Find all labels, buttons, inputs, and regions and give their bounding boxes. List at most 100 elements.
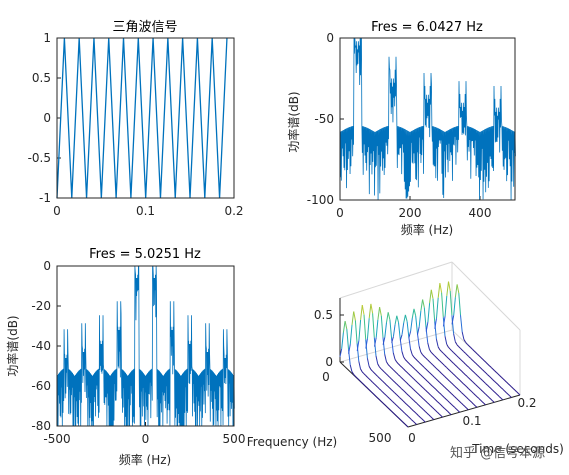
waterfall-trace-segment bbox=[411, 308, 415, 319]
waterfall-trace-segment bbox=[395, 415, 399, 418]
waterfall-trace-segment bbox=[396, 315, 399, 323]
waterfall-trace-segment bbox=[499, 375, 502, 378]
waterfall-trace-segment bbox=[504, 380, 507, 383]
subplot-3-title: Fres = 5.0251 Hz bbox=[89, 247, 201, 262]
waterfall-trace-segment bbox=[404, 359, 408, 362]
waterfall-trace-segment bbox=[399, 365, 403, 368]
waterfall-trace-segment bbox=[478, 387, 481, 390]
waterfall-trace-segment bbox=[452, 373, 456, 376]
waterfall-trace-segment bbox=[480, 367, 483, 371]
waterfall-trace-segment bbox=[437, 390, 440, 394]
waterfall-trace-segment bbox=[430, 394, 433, 398]
waterfall-trace-segment bbox=[356, 340, 360, 352]
waterfall-trace-segment bbox=[408, 331, 412, 338]
waterfall-trace-segment bbox=[375, 395, 378, 399]
waterfall-trace-segment bbox=[401, 398, 404, 402]
waterfall-trace-segment bbox=[454, 375, 457, 378]
waterfall-trace-segment bbox=[399, 338, 403, 352]
waterfall-trace-segment bbox=[444, 354, 447, 357]
waterfall-trace-segment bbox=[346, 329, 349, 350]
waterfall-trace-segment bbox=[492, 389, 495, 393]
waterfall-trace-segment bbox=[409, 385, 413, 389]
waterfall-trace-segment bbox=[437, 401, 440, 404]
z-tick-label: 0.5 bbox=[314, 308, 333, 322]
waterfall-trace-segment bbox=[397, 385, 401, 388]
waterfall-trace-segment bbox=[451, 315, 455, 334]
waterfall-trace-segment bbox=[427, 342, 430, 350]
waterfall-trace-segment bbox=[471, 380, 475, 384]
waterfall-trace-segment bbox=[409, 375, 413, 378]
waterfall-trace-segment bbox=[428, 403, 431, 407]
waterfall-trace-segment bbox=[339, 348, 343, 357]
waterfall-trace-segment bbox=[446, 366, 449, 370]
waterfall-trace-segment bbox=[409, 417, 412, 421]
waterfall-trace-segment bbox=[425, 379, 428, 382]
waterfall-trace-segment bbox=[375, 385, 378, 388]
waterfall-trace-segment bbox=[404, 423, 407, 426]
waterfall-trace-segment bbox=[439, 360, 442, 363]
waterfall-trace-segment bbox=[414, 390, 418, 394]
waterfall-trace-segment bbox=[380, 400, 383, 403]
waterfall-trace-segment bbox=[368, 378, 372, 381]
waterfall-trace-segment bbox=[414, 401, 418, 404]
waterfall-trace-segment bbox=[442, 363, 446, 367]
waterfall-trace-segment bbox=[471, 359, 475, 362]
waterfall-trace-segment bbox=[437, 411, 440, 415]
waterfall-trace-segment bbox=[437, 283, 441, 298]
waterfall-trace-segment bbox=[444, 376, 447, 379]
x-tick-label: 400 bbox=[469, 206, 492, 220]
waterfall-trace-segment bbox=[413, 367, 416, 371]
waterfall-trace-segment bbox=[375, 374, 378, 377]
waterfall-trace-segment bbox=[427, 359, 430, 362]
waterfall-trace-segment bbox=[437, 380, 440, 383]
waterfall-trace-segment bbox=[418, 404, 421, 407]
waterfall-trace-segment bbox=[488, 386, 492, 389]
waterfall-trace-segment bbox=[451, 361, 454, 364]
waterfall-trace-segment bbox=[454, 364, 458, 367]
waterfall-trace-segment bbox=[509, 395, 512, 398]
waterfall-trace-segment bbox=[433, 376, 437, 380]
waterfall-trace-segment bbox=[449, 412, 452, 416]
waterfall-trace-segment bbox=[415, 369, 418, 372]
waterfall-trace-segment bbox=[456, 344, 460, 347]
y-tick-label: 0 bbox=[43, 111, 51, 125]
waterfall-trace-segment bbox=[387, 396, 390, 399]
waterfall-trace-segment bbox=[492, 368, 495, 371]
waterfall-trace-segment bbox=[410, 348, 413, 355]
subplot-3-xlabel: 频率 (Hz) bbox=[119, 452, 172, 467]
waterfall-trace-segment bbox=[387, 375, 390, 378]
waterfall-trace-segment bbox=[468, 366, 471, 370]
waterfall-trace-segment bbox=[351, 311, 355, 326]
waterfall-trace-segment bbox=[404, 412, 407, 416]
waterfall-trace-segment bbox=[461, 392, 464, 395]
waterfall-trace-segment bbox=[392, 324, 396, 337]
waterfall-trace-segment bbox=[485, 393, 488, 397]
waterfall-trace-segment bbox=[473, 393, 476, 396]
waterfall-trace-segment bbox=[480, 389, 483, 392]
waterfall-trace-segment bbox=[387, 385, 390, 389]
waterfall-trace-segment bbox=[461, 402, 464, 406]
waterfall-trace-segment bbox=[500, 397, 504, 401]
waterfall-trace-segment bbox=[466, 365, 470, 368]
waterfall-trace-segment bbox=[459, 369, 463, 372]
waterfall-trace-segment bbox=[419, 416, 423, 420]
waterfall-trace-segment bbox=[397, 395, 401, 399]
waterfall-trace-segment bbox=[366, 358, 370, 367]
waterfall-trace-segment bbox=[457, 378, 461, 381]
waterfall-trace-segment bbox=[417, 326, 420, 335]
waterfall-trace-segment bbox=[370, 369, 373, 372]
waterfall-trace-segment bbox=[411, 366, 415, 369]
waterfall-trace-segment bbox=[415, 315, 418, 333]
waterfall-trace-segment bbox=[378, 377, 382, 380]
waterfall-trace-segment bbox=[407, 405, 411, 408]
waterfall-trace-segment bbox=[406, 382, 409, 385]
waterfall-trace-segment bbox=[468, 377, 471, 380]
waterfall-trace-segment bbox=[384, 322, 387, 338]
waterfall-trace-segment bbox=[435, 357, 439, 360]
waterfall-trace-segment bbox=[342, 321, 346, 333]
waterfall-trace-segment bbox=[408, 362, 411, 366]
waterfall-trace-segment bbox=[444, 295, 448, 317]
waterfall-trace-segment bbox=[433, 387, 437, 390]
waterfall-trace-segment bbox=[384, 354, 387, 362]
